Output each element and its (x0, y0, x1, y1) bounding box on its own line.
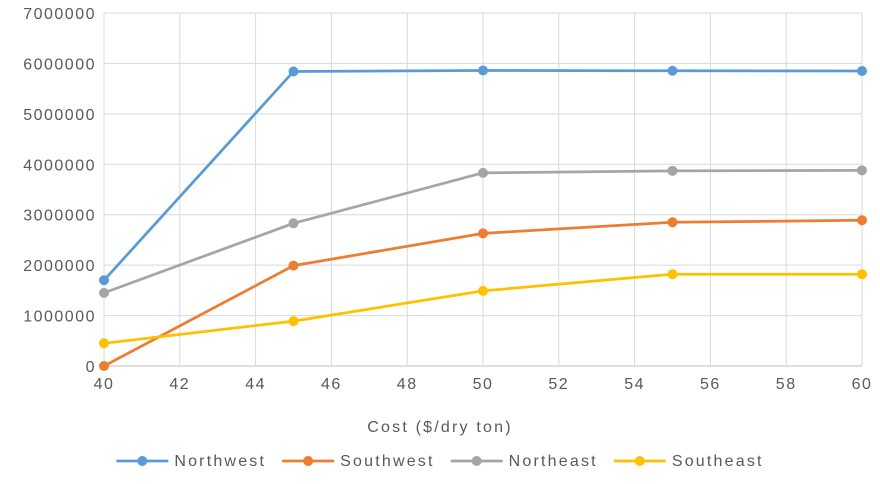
series-markers (99, 65, 867, 371)
legend-item-northwest: Northwest (116, 453, 266, 470)
y-tick-label: 4000000 (23, 157, 96, 174)
data-point-southwest (478, 228, 488, 239)
data-point-northeast (288, 218, 299, 229)
legend-label: Southeast (672, 453, 764, 470)
data-point-southeast (99, 338, 109, 349)
data-point-southwest (288, 260, 299, 271)
data-point-southwest (667, 217, 678, 228)
legend-item-southeast: Southeast (613, 453, 764, 470)
data-point-southeast (667, 269, 678, 280)
data-point-northwest (288, 66, 299, 77)
x-tick-label: 60 (852, 376, 873, 393)
y-axis-tick-labels: 0 1000000 2000000 3000000 4000000 5000000 6000… (23, 6, 96, 376)
y-tick-label: 7000000 (23, 6, 96, 23)
x-tick-label: 56 (700, 376, 721, 393)
legend-item-southwest: Southwest (282, 453, 435, 470)
x-tick-label: 46 (321, 376, 342, 393)
y-tick-label: 2000000 (23, 258, 96, 275)
data-point-northwest (99, 275, 109, 286)
data-point-northwest (667, 65, 678, 76)
x-tick-label: 50 (473, 376, 494, 393)
x-tick-label: 42 (169, 376, 190, 393)
x-tick-label: 52 (548, 376, 569, 393)
x-axis-title: Cost ($/dry ton) (367, 419, 512, 436)
y-tick-label: 3000000 (23, 208, 96, 225)
x-tick-label: 40 (94, 376, 115, 393)
data-point-northeast (857, 165, 867, 176)
legend-item-northeast: Northeast (450, 453, 598, 470)
x-tick-label: 44 (245, 376, 266, 393)
data-point-northwest (478, 65, 488, 76)
legend-label: Southwest (340, 453, 435, 470)
data-point-southeast (857, 269, 867, 280)
data-point-southwest (99, 361, 109, 371)
legend-swatch-marker (471, 456, 482, 466)
data-point-southwest (857, 215, 867, 226)
data-point-northeast (667, 165, 678, 176)
data-point-southeast (288, 316, 299, 327)
data-point-northeast (478, 167, 488, 178)
legend: Northwest Southwest Northeast Southeast (116, 453, 764, 470)
legend-label: Northeast (509, 453, 598, 470)
x-tick-label: 58 (776, 376, 797, 393)
x-tick-label: 54 (624, 376, 645, 393)
legend-label: Northwest (174, 453, 266, 470)
y-tick-label: 6000000 (23, 56, 96, 73)
y-tick-label: 5000000 (23, 107, 96, 124)
legend-swatch-marker (634, 456, 645, 466)
legend-swatch-marker (137, 456, 148, 466)
x-tick-label: 48 (397, 376, 418, 393)
x-axis-tick-labels: 40 42 44 46 48 50 52 54 56 58 60 (94, 376, 873, 393)
data-point-northwest (857, 65, 867, 76)
legend-swatch-marker (303, 456, 314, 466)
y-tick-label: 0 (86, 359, 96, 376)
data-point-southeast (478, 285, 488, 296)
data-point-northeast (99, 287, 109, 298)
y-tick-label: 1000000 (23, 309, 96, 326)
